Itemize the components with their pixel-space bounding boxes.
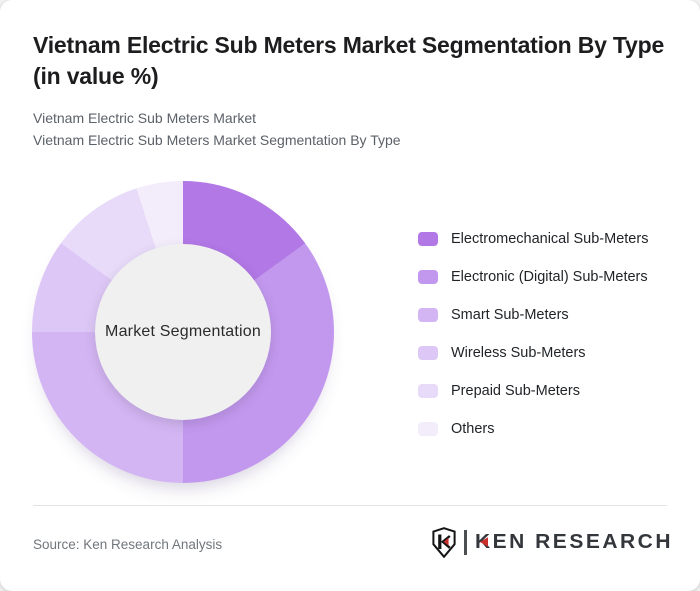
source-note: Source: Ken Research Analysis [33, 537, 223, 552]
legend-swatch-icon [418, 422, 438, 436]
legend-item: Smart Sub-Meters [418, 305, 648, 325]
logo-red-triangle-icon [479, 537, 488, 547]
legend-item: Electromechanical Sub-Meters [418, 229, 648, 249]
donut-center-label: Market Segmentation [105, 323, 261, 340]
logo-wordmark: KEN RESEARCH [475, 526, 673, 559]
subtitle-line-2: Vietnam Electric Sub Meters Market Segme… [33, 132, 401, 148]
chart-subtitle: Vietnam Electric Sub Meters Market Vietn… [33, 107, 401, 151]
legend-label: Others [451, 421, 495, 437]
legend-swatch-icon [418, 384, 438, 398]
legend-item: Wireless Sub-Meters [418, 343, 648, 363]
legend-swatch-icon [418, 346, 438, 360]
ken-research-shield-icon [432, 526, 457, 558]
legend-label: Smart Sub-Meters [451, 307, 569, 323]
ken-research-logo: KEN RESEARCH [432, 525, 673, 559]
legend-item: Others [418, 419, 648, 439]
chart-legend: Electromechanical Sub-Meters Electronic … [418, 229, 648, 439]
donut-chart: Market Segmentation [32, 181, 334, 483]
legend-label: Wireless Sub-Meters [451, 345, 586, 361]
page-title: Vietnam Electric Sub Meters Market Segme… [33, 32, 665, 89]
legend-swatch-icon [418, 232, 438, 246]
footer-divider [33, 505, 667, 506]
legend-swatch-icon [418, 308, 438, 322]
subtitle-line-1: Vietnam Electric Sub Meters Market [33, 110, 257, 126]
legend-label: Electromechanical Sub-Meters [451, 231, 649, 247]
logo-separator [464, 529, 467, 555]
legend-swatch-icon [418, 270, 438, 284]
logo-text: KEN RESEARCH [474, 530, 673, 553]
legend-item: Prepaid Sub-Meters [418, 381, 648, 401]
donut-center: Market Segmentation [95, 244, 271, 420]
legend-label: Prepaid Sub-Meters [451, 383, 580, 399]
legend-item: Electronic (Digital) Sub-Meters [418, 267, 648, 287]
legend-label: Electronic (Digital) Sub-Meters [451, 269, 648, 285]
